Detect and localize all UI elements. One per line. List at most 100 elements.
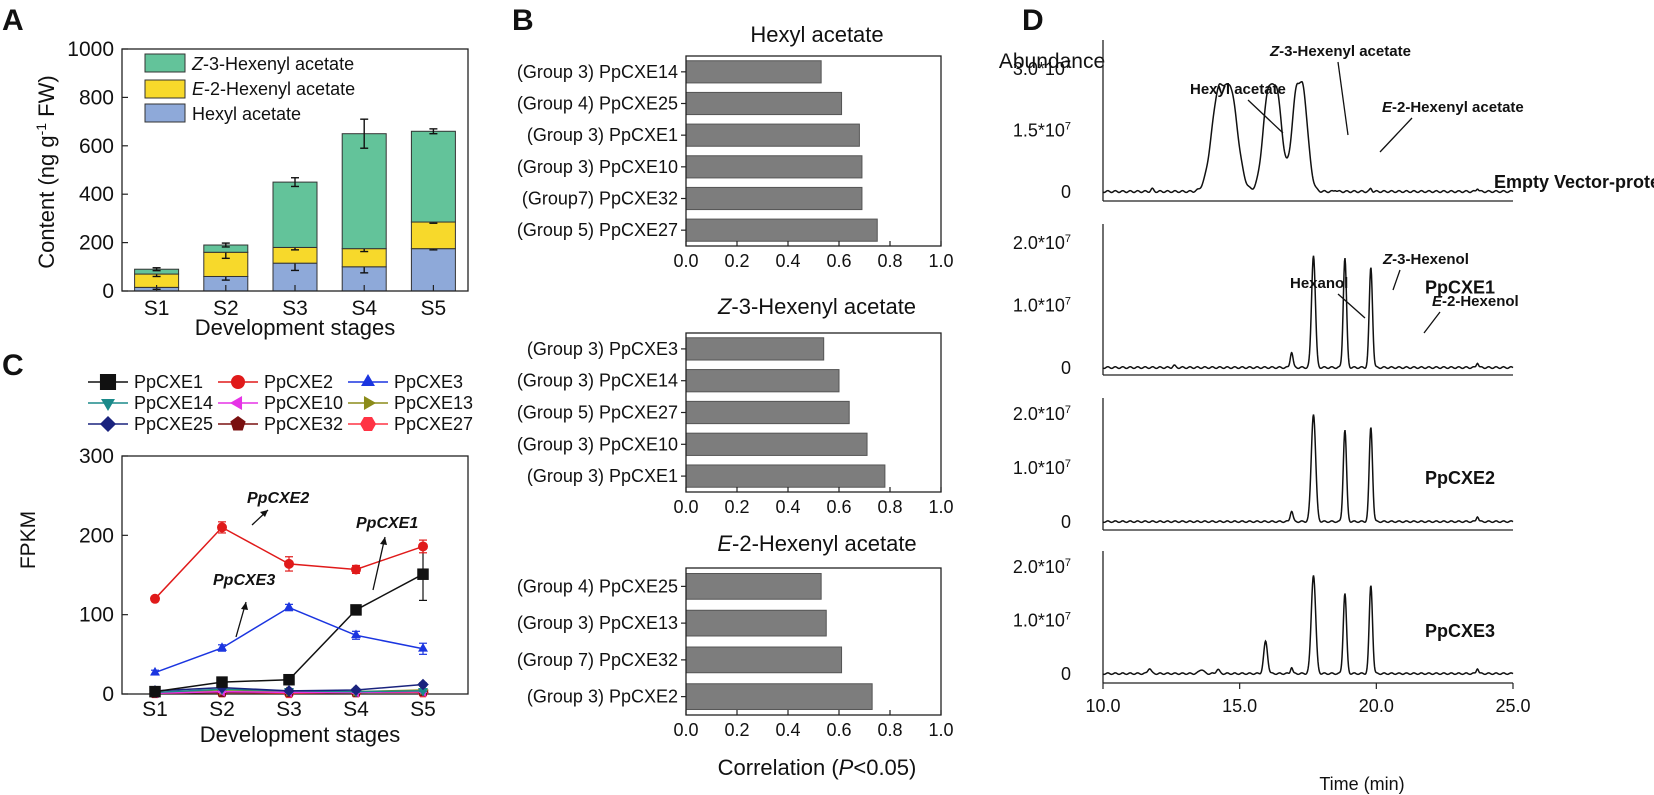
y-tick-label: 1.0*107 — [1013, 295, 1071, 315]
y-tick-label: 200 — [79, 232, 114, 255]
category-label: (Group 4) PpCXE25 — [517, 576, 678, 596]
y-tick-label: 0 — [1061, 512, 1071, 532]
data-point-ppcxe25-s3 — [283, 685, 295, 697]
bar-s5-2 — [410, 130, 456, 223]
panel-d-x-label: Time (min) — [1319, 774, 1404, 794]
y-tick-label: 2.0*107 — [1013, 404, 1071, 424]
y-tick-base: 1.0*10 — [1013, 458, 1065, 478]
legend-label: PpCXE25 — [134, 414, 213, 434]
legend-entry-ppcxe10: PpCXE10 — [218, 393, 343, 413]
panel-a-bars — [134, 118, 456, 292]
y-tick-label: 200 — [79, 524, 114, 547]
x-tick-label: 1.0 — [928, 251, 953, 271]
x-tick-label: 25.0 — [1495, 696, 1530, 716]
legend-swatch-e2 — [144, 79, 186, 99]
panel-letter-a: A — [2, 4, 24, 37]
bar--group-5-ppcxe27 — [685, 218, 878, 242]
bar--group-4-ppcxe25 — [685, 573, 822, 600]
trace-name: PpCXE1 — [1425, 278, 1495, 298]
panel-a: A 0 200 400 600 800 1000 S1 S2 S3 S4 S5 Z-3-Hexen… — [2, 4, 469, 340]
panel-b-subplot-z3: Z-3-Hexenyl acetate (Group 3) PpCXE3 (Grou… — [517, 294, 954, 517]
category-label: (Group 3) PpCXE10 — [517, 157, 678, 177]
y-tick-exp: 7 — [1065, 611, 1071, 623]
category-label: (Group 5) PpCXE27 — [517, 220, 678, 240]
legend-entry-ppcxe3: PpCXE3 — [348, 372, 463, 392]
legend-label: PpCXE10 — [264, 393, 343, 413]
panel-c-y-ticks: 0 100 200 300 — [79, 445, 128, 706]
y-tick-base: 0 — [1061, 182, 1071, 202]
y-tick-label: 100 — [79, 604, 114, 627]
subplot-title: E-2-Hexenyl acetate — [717, 531, 916, 556]
chromatogram-signal — [1102, 414, 1514, 524]
panel-b-x-label: Correlation (P<0.05) — [718, 755, 917, 780]
y-tick-base: 3.0*10 — [1013, 59, 1065, 79]
x-tick-label: 0.0 — [673, 497, 698, 517]
bar-s5-0 — [410, 248, 456, 292]
x-tick-label: 0.8 — [877, 497, 902, 517]
data-point-ppcxe3-s4 — [351, 629, 361, 639]
legend-marker — [99, 415, 117, 433]
legend-label: PpCXE2 — [264, 372, 333, 392]
bar--group-3-ppcxe10 — [685, 155, 863, 179]
data-point-ppcxe1-s2 — [216, 676, 228, 688]
peak-label-z3-hexenyl-acetate: Z-3-Hexenyl acetate — [1269, 43, 1411, 60]
y-tick-exp: 7 — [1065, 233, 1071, 245]
subplot-frame — [685, 55, 942, 247]
legend-entry-ppcxe27: PpCXE27 — [348, 414, 473, 434]
x-tick-label: 0.4 — [775, 497, 800, 517]
data-point-ppcxe1-s4 — [350, 604, 362, 616]
arrow-z3-hexenol — [1392, 269, 1401, 291]
panel-c-x-label: Development stages — [200, 722, 401, 747]
x-tick-label: 0.6 — [826, 497, 851, 517]
category-label: (Group 3) PpCXE3 — [527, 339, 678, 359]
series-ppcxe2 — [150, 521, 428, 604]
legend-label: PpCXE14 — [134, 393, 213, 413]
annotation-ppcxe1: PpCXE1 — [356, 515, 418, 532]
peak-label-e2-hexenol: E-2-Hexenol — [1432, 293, 1519, 310]
category-label: (Group 3) PpCXE2 — [527, 687, 678, 707]
y-tick-base: 1.0*10 — [1013, 295, 1065, 315]
peak-label-e2-hexenyl-acetate: E-2-Hexenyl acetate — [1382, 99, 1524, 116]
arrow-z3-hexenyl-acetate — [1337, 61, 1349, 136]
bar--group-3-ppcxe14 — [685, 369, 840, 393]
y-tick-label: 1000 — [67, 38, 114, 61]
x-tick-label: 15.0 — [1222, 696, 1257, 716]
x-tick-label: S1 — [142, 698, 168, 721]
data-point-ppcxe2-s3 — [284, 558, 294, 569]
legend-entry-ppcxe1: PpCXE1 — [88, 372, 203, 392]
data-point-ppcxe3-s1 — [150, 666, 160, 676]
legend-marker — [361, 373, 375, 387]
legend-entry-ppcxe25: PpCXE25 — [88, 414, 213, 434]
subplot-title-italic: E — [717, 531, 732, 556]
bar--group-3-ppcxe14 — [685, 60, 822, 84]
panel-letter-c: C — [2, 349, 24, 382]
y-tick-base: 2.0*10 — [1013, 557, 1065, 577]
x-tick-label: S2 — [213, 297, 239, 320]
bar--group-3-ppcxe3 — [685, 337, 825, 361]
legend-swatch-z3 — [144, 53, 186, 73]
x-tick-label: 0.6 — [826, 251, 851, 271]
category-label: (Group 3) PpCXE13 — [517, 613, 678, 633]
data-point-ppcxe25-s4 — [350, 684, 362, 696]
arrow-e2-hexenol — [1423, 311, 1441, 334]
annotation-ppcxe3: PpCXE3 — [213, 572, 275, 589]
y-tick-exp: 7 — [1065, 458, 1071, 470]
x-tick-label: S1 — [144, 297, 170, 320]
legend-marker — [359, 417, 377, 431]
legend-entry-ppcxe32: PpCXE32 — [218, 414, 343, 434]
y-tick-base: 2.0*10 — [1013, 233, 1065, 253]
x-tick-label: S4 — [351, 297, 377, 320]
x-tick-label: S3 — [282, 297, 308, 320]
subplot-title-text: -2-Hexenyl acetate — [732, 531, 917, 556]
legend-marker — [229, 396, 243, 410]
category-label: (Group 4) PpCXE25 — [517, 94, 678, 114]
x-tick-label: 1.0 — [928, 497, 953, 517]
chromatogram-signal — [1102, 81, 1514, 194]
subplot-title-italic: Z — [717, 294, 733, 319]
legend-marker — [101, 398, 115, 412]
x-tick-label: S5 — [421, 297, 447, 320]
arrowhead-ppcxe2 — [260, 510, 268, 517]
